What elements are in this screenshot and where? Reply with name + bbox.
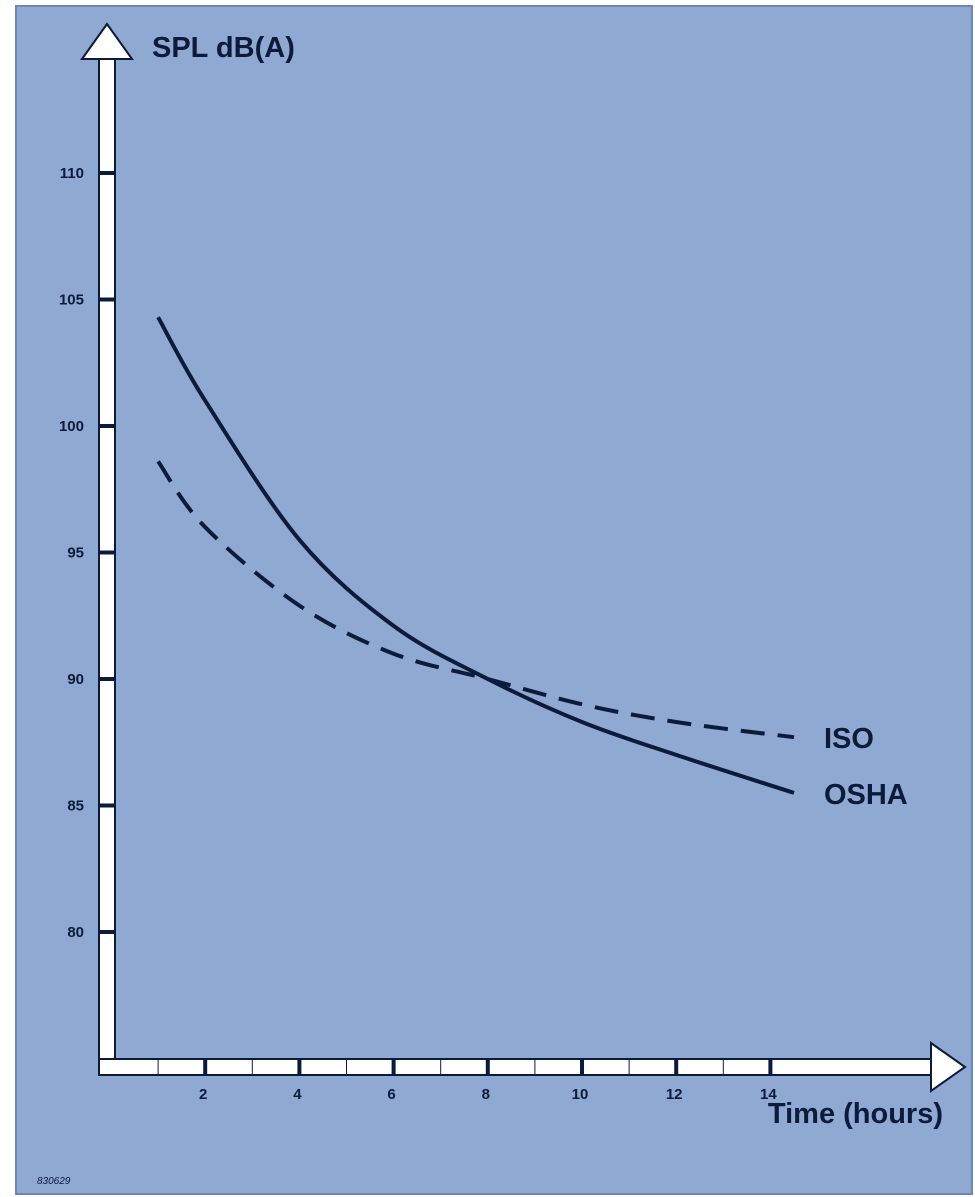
x-tick-label-10: 10 <box>572 1086 589 1103</box>
series-label-iso: ISO <box>824 723 874 755</box>
y-tick-label-110: 110 <box>60 165 84 182</box>
y-axis-arrowhead <box>80 22 134 60</box>
x-tick-label-14: 14 <box>760 1086 777 1103</box>
y-tick-label-85: 85 <box>67 798 84 815</box>
axis-corner <box>100 1060 114 1074</box>
series-line-iso <box>156 460 795 740</box>
x-tick-label-12: 12 <box>666 1086 683 1103</box>
series-labels: OSHA ISO <box>824 723 908 811</box>
figure-id-annotation: 830629 <box>37 1176 71 1187</box>
y-axis: 80 85 90 95 100 105 110 <box>59 22 134 1076</box>
y-axis-bar <box>98 57 116 1076</box>
x-tick-label-2: 2 <box>199 1086 207 1103</box>
series-label-osha: OSHA <box>824 779 908 811</box>
x-axis-bar <box>98 1058 933 1076</box>
x-tick-label-6: 6 <box>387 1086 395 1103</box>
chart-panel <box>15 5 973 1195</box>
y-axis-label: SPL dB(A) <box>152 32 295 64</box>
y-tick-label-80: 80 <box>67 924 84 941</box>
series-line-osha <box>156 316 795 795</box>
x-tick-label-8: 8 <box>482 1086 490 1103</box>
y-tick-label-95: 95 <box>67 545 84 562</box>
x-axis: 2 4 6 8 10 12 14 <box>98 1041 967 1103</box>
x-axis-label: Time (hours) <box>768 1098 943 1130</box>
x-axis-arrowhead <box>930 1041 967 1093</box>
y-tick-label-100: 100 <box>59 418 84 435</box>
series-lines <box>156 316 795 795</box>
x-tick-label-4: 4 <box>293 1086 302 1103</box>
y-tick-label-90: 90 <box>67 671 84 688</box>
y-tick-label-105: 105 <box>59 292 84 309</box>
